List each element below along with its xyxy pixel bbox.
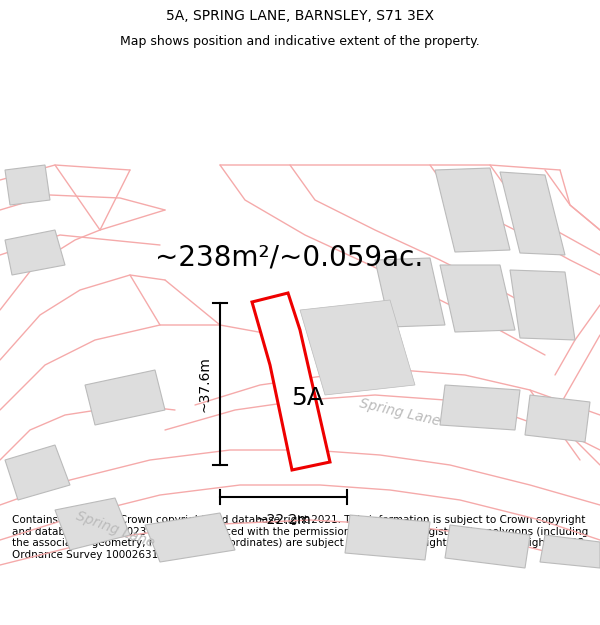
Polygon shape (375, 258, 445, 327)
Polygon shape (500, 172, 565, 255)
Text: Spring Lane: Spring Lane (74, 509, 156, 551)
Text: 5A, SPRING LANE, BARNSLEY, S71 3EX: 5A, SPRING LANE, BARNSLEY, S71 3EX (166, 9, 434, 24)
Polygon shape (5, 230, 65, 275)
Polygon shape (525, 395, 590, 442)
Text: Spring Lane: Spring Lane (358, 396, 442, 428)
Polygon shape (445, 525, 530, 568)
Polygon shape (145, 513, 235, 562)
Text: ~37.6m: ~37.6m (198, 356, 212, 412)
Polygon shape (345, 515, 430, 560)
Polygon shape (440, 385, 520, 430)
Polygon shape (5, 445, 70, 500)
Polygon shape (5, 165, 50, 205)
Polygon shape (540, 535, 600, 568)
Polygon shape (55, 498, 130, 550)
Polygon shape (300, 300, 415, 395)
Text: ~238m²/~0.059ac.: ~238m²/~0.059ac. (155, 244, 423, 272)
Text: Map shows position and indicative extent of the property.: Map shows position and indicative extent… (120, 35, 480, 48)
Polygon shape (435, 168, 510, 252)
Text: 5A: 5A (292, 386, 325, 410)
Polygon shape (510, 270, 575, 340)
Polygon shape (252, 293, 330, 470)
Text: Contains OS data © Crown copyright and database right 2021. This information is : Contains OS data © Crown copyright and d… (12, 515, 588, 560)
Polygon shape (85, 370, 165, 425)
Text: ~22.2m: ~22.2m (256, 513, 311, 527)
Polygon shape (440, 265, 515, 332)
